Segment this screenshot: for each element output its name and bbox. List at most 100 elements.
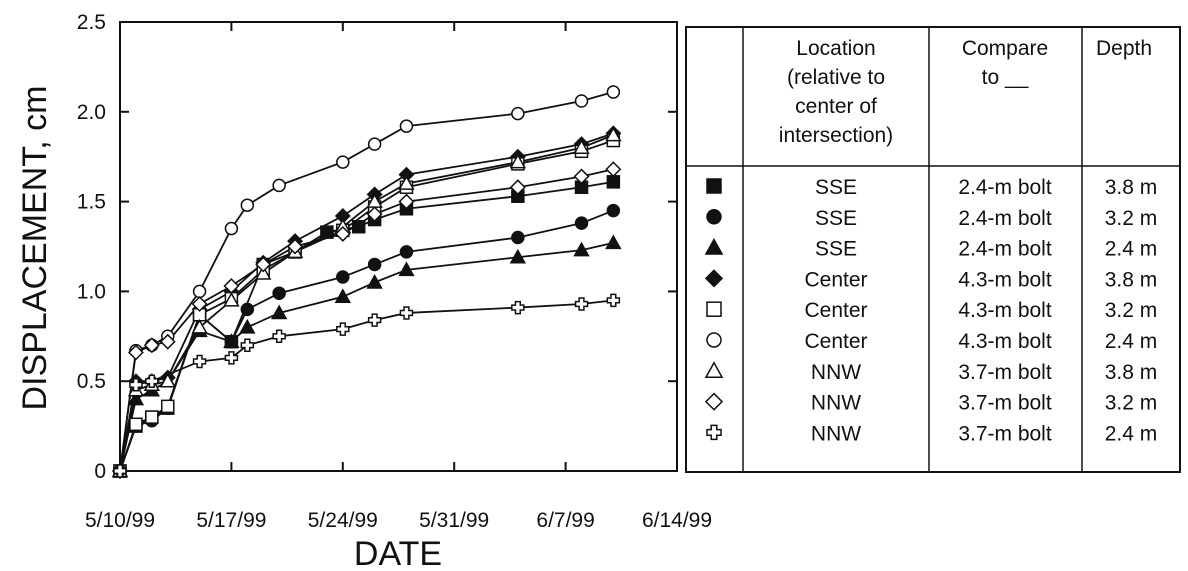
- legend-compare: 3.7-m bolt: [958, 422, 1052, 445]
- legend-compare: 4.3-m bolt: [958, 330, 1052, 353]
- open-triangle-marker: [398, 175, 415, 190]
- filled-square-marker: [606, 175, 621, 189]
- open-circle-marker: [606, 85, 621, 99]
- legend-header-text: Depth: [1096, 37, 1152, 60]
- filled-triangle-marker: [704, 238, 724, 255]
- y-tick-label: 1.0: [77, 280, 106, 303]
- open-circle-marker: [511, 106, 525, 121]
- legend-location: Center: [804, 299, 867, 322]
- legend-header-text: Compare: [962, 37, 1048, 60]
- filled-circle-marker: [511, 230, 525, 245]
- series-points-open-triangle: [111, 126, 622, 478]
- open-diamond-marker: [398, 193, 415, 210]
- x-tick-label: 5/17/99: [196, 509, 266, 532]
- open-square-marker: [706, 301, 722, 317]
- open-diamond-marker: [704, 392, 724, 411]
- open-triangle-marker: [191, 318, 208, 334]
- series-points-filled-diamond: [112, 125, 622, 479]
- filled-circle-marker: [367, 257, 382, 272]
- open-triangle-marker: [255, 264, 272, 280]
- legend-header-text: to __: [982, 66, 1029, 89]
- open-cross-marker: [145, 374, 159, 388]
- legend-header-text: Location: [796, 37, 875, 60]
- y-axis-title: DISPLACEMENT, cm: [16, 86, 54, 411]
- series-line: [119, 299, 614, 472]
- open-cross-marker: [574, 297, 589, 311]
- open-circle-marker: [399, 119, 414, 133]
- open-diamond-marker: [143, 337, 160, 354]
- filled-square-marker: [351, 219, 366, 234]
- filled-circle-marker: [399, 245, 414, 259]
- legend-header-text: center of: [795, 95, 877, 118]
- x-axis: 5/10/99 5/17/99 5/24/99 5/31/99 6/7/99 6/14/9…: [85, 22, 712, 532]
- y-tick-label: 1.5: [77, 191, 106, 214]
- filled-diamond-marker: [704, 269, 724, 288]
- open-cross-marker: [706, 424, 722, 441]
- filled-triangle-marker: [509, 248, 527, 264]
- open-cross-marker: [129, 378, 143, 392]
- legend-header-text: intersection): [779, 124, 893, 147]
- legend-table: Location (relative to center of intersectio…: [685, 26, 1181, 473]
- open-circle-marker: [706, 332, 722, 348]
- open-circle-marker: [367, 137, 382, 151]
- x-axis-title: DATE: [354, 535, 442, 571]
- legend-depth: 3.2 m: [1105, 207, 1158, 230]
- filled-triangle-marker: [605, 234, 622, 250]
- filled-circle-marker: [272, 286, 286, 300]
- legend-location: NNW: [811, 422, 861, 445]
- open-diamond-marker: [127, 344, 144, 361]
- filled-circle-marker: [574, 216, 589, 230]
- open-circle-marker: [224, 221, 239, 236]
- legend-location: NNW: [811, 392, 861, 415]
- legend-location: NNW: [811, 361, 861, 384]
- open-cross-marker: [511, 300, 525, 315]
- filled-triangle-marker: [366, 273, 383, 289]
- open-triangle-marker: [159, 372, 176, 388]
- open-diamond-marker: [605, 161, 622, 178]
- series-layer: [111, 85, 622, 479]
- open-cross-marker: [272, 329, 286, 344]
- open-square-marker: [145, 410, 159, 424]
- filled-square-marker: [320, 225, 334, 239]
- open-square-marker: [160, 399, 175, 414]
- open-triangle-marker: [605, 126, 622, 142]
- y-tick-label: 2.0: [77, 101, 106, 124]
- series-filled-square: [119, 180, 614, 472]
- series-points-filled-triangle: [111, 234, 622, 478]
- y-tick-label: 0: [94, 460, 106, 483]
- y-tick-label: 2.5: [77, 11, 106, 34]
- series-points-open-cross: [113, 293, 621, 478]
- open-cross-marker: [192, 354, 207, 369]
- open-triangle-marker: [223, 291, 240, 307]
- series-filled-triangle: [119, 242, 614, 472]
- legend-location: SSE: [815, 238, 857, 261]
- series-points-filled-square: [113, 175, 621, 478]
- open-diamond-marker: [223, 278, 240, 294]
- legend-depth: 2.4 m: [1105, 422, 1158, 445]
- series-open-cross: [119, 299, 614, 472]
- filled-triangle-marker: [398, 261, 415, 277]
- series-line: [119, 242, 614, 472]
- open-circle-marker: [336, 155, 350, 169]
- x-tick-label: 5/31/99: [419, 509, 489, 532]
- legend-location: Center: [804, 268, 867, 291]
- filled-circle-marker: [240, 302, 255, 317]
- y-tick-label: 0.5: [77, 370, 106, 393]
- open-diamond-marker: [366, 206, 383, 223]
- open-cross-marker: [399, 306, 414, 320]
- filled-circle-marker: [706, 209, 722, 225]
- open-diamond-marker: [191, 296, 208, 312]
- x-tick-label: 5/10/99: [85, 509, 155, 532]
- filled-triangle-marker: [223, 333, 240, 348]
- open-circle-marker: [574, 94, 589, 108]
- open-diamond-marker: [509, 179, 526, 196]
- x-tick-label: 6/7/99: [536, 509, 594, 532]
- filled-circle-marker: [606, 203, 621, 218]
- open-diamond-marker: [334, 225, 351, 242]
- open-diamond-marker: [159, 333, 176, 350]
- legend-header-text: (relative to: [787, 66, 885, 89]
- open-cross-marker: [367, 313, 382, 327]
- series-line: [119, 91, 614, 472]
- x-tick-label: 6/14/99: [642, 509, 712, 532]
